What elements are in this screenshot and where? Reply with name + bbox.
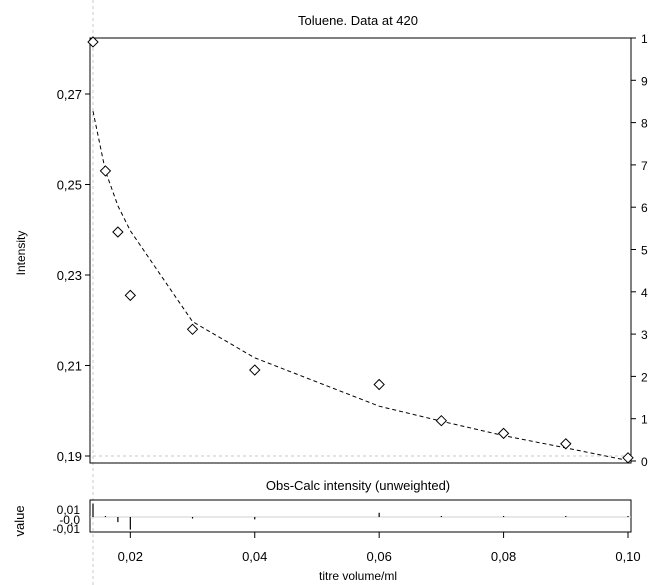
- data-point-marker: [373, 378, 385, 391]
- data-point-marker: [249, 364, 261, 376]
- data-point-marker: [186, 323, 199, 336]
- y-tick-label: 0,19: [57, 449, 82, 464]
- right-tick-label: 9: [641, 74, 648, 88]
- residual-chart-title: Obs-Calc intensity (unweighted): [266, 478, 450, 493]
- main-plot-frame: [89, 37, 632, 464]
- residual-y-axis-label: value: [12, 505, 27, 536]
- right-tick-label: 3: [641, 328, 648, 342]
- right-axis-ticks: 1 9 8 7 6 5 4 3 2 1 0: [631, 32, 648, 469]
- right-tick-label: 5: [641, 244, 648, 258]
- right-tick-label: 8: [641, 117, 648, 131]
- y-tick-label: 0,23: [57, 268, 82, 283]
- right-tick-label: 7: [641, 159, 648, 173]
- right-tick-label: 0: [641, 455, 648, 469]
- fit-line: [92, 111, 629, 461]
- right-tick-label: 4: [641, 286, 648, 300]
- data-point-marker: [435, 414, 448, 427]
- right-tick-label: 1: [641, 32, 648, 46]
- data-point-marker: [622, 452, 634, 464]
- main-y-ticks: 0,27 0,25 0,23 0,21 0,19: [57, 87, 90, 464]
- x-tick-label: 0,10: [615, 549, 640, 564]
- x-axis-ticks: 0,02 0,04 0,06 0,08 0,10: [118, 532, 641, 564]
- y-tick-label: 0,27: [57, 87, 82, 102]
- right-tick-label: 1: [641, 413, 648, 427]
- residual-y-tick-label: 0,01: [57, 503, 81, 517]
- residual-bars: [92, 503, 629, 530]
- x-axis-label: titre volume/ml: [319, 569, 397, 583]
- residual-y-tick-label: -0,01: [53, 522, 81, 536]
- data-point-marker: [124, 289, 137, 302]
- data-point-marker: [87, 36, 99, 48]
- right-tick-label: 6: [641, 201, 648, 215]
- right-tick-label: 2: [641, 370, 648, 384]
- residual-plot-frame: [89, 499, 632, 533]
- x-tick-label: 0,08: [491, 549, 516, 564]
- x-tick-label: 0,06: [367, 549, 392, 564]
- main-y-axis-label: Intensity: [14, 231, 28, 276]
- residual-y-tick-label: -0,0: [59, 513, 80, 527]
- y-tick-label: 0,25: [57, 178, 82, 193]
- x-tick-label: 0,04: [242, 549, 267, 564]
- main-chart-title: Toluene. Data at 420: [298, 13, 418, 28]
- data-point-marker: [99, 165, 112, 177]
- data-point-marker: [112, 226, 124, 238]
- data-point-marker: [560, 438, 572, 450]
- x-tick-label: 0,02: [118, 549, 143, 564]
- data-markers: [87, 36, 634, 464]
- y-tick-label: 0,21: [57, 359, 82, 374]
- data-point-marker: [497, 427, 510, 440]
- fit-line-path: [92, 111, 629, 461]
